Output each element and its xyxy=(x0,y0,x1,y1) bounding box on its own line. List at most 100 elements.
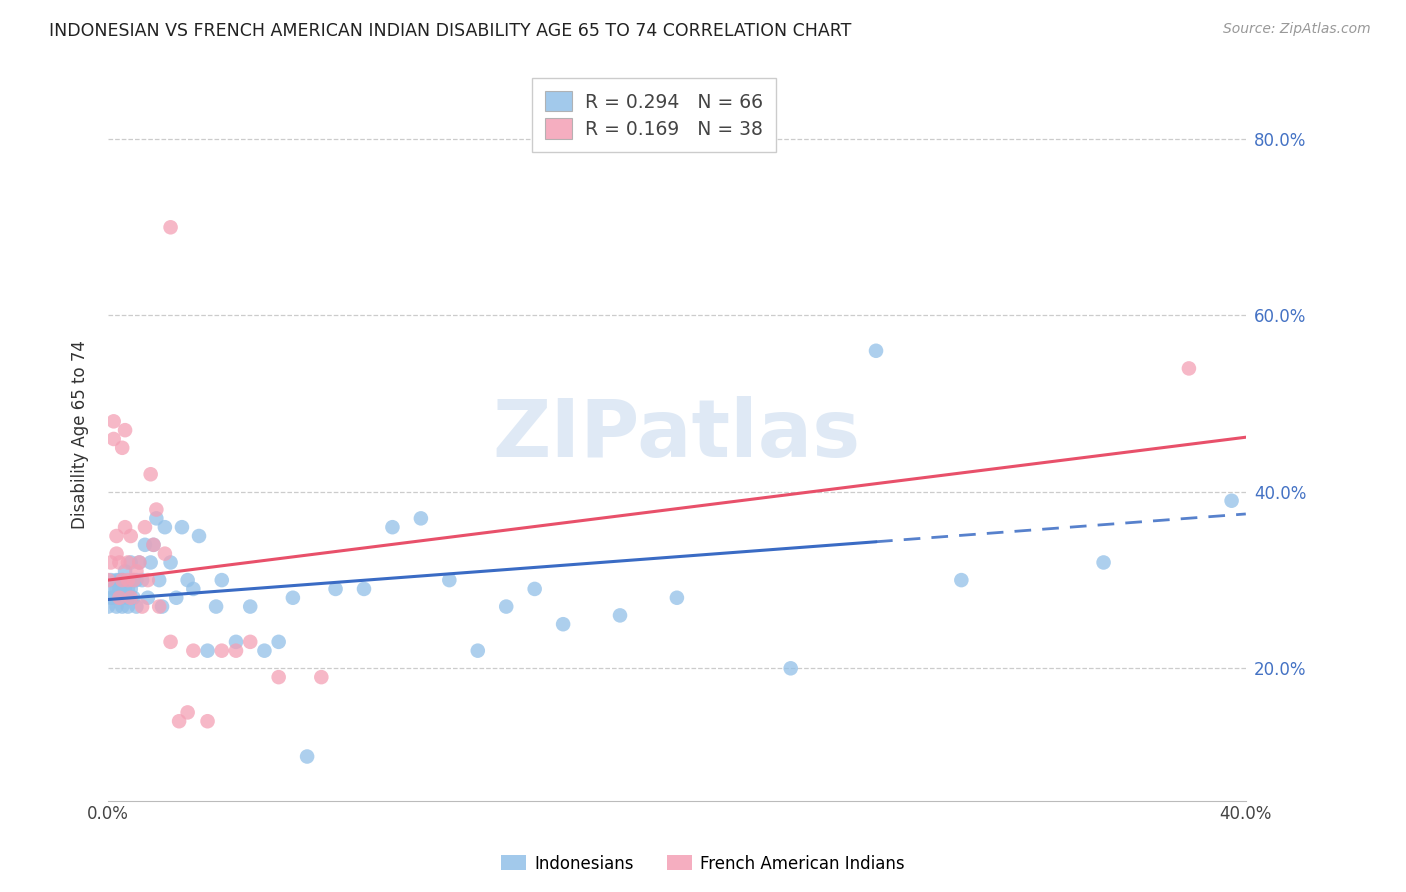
Point xyxy=(125,599,148,614)
Point xyxy=(142,538,165,552)
Point xyxy=(176,573,198,587)
Point xyxy=(295,749,318,764)
Point xyxy=(148,599,170,614)
Point xyxy=(311,670,333,684)
Point xyxy=(150,599,173,614)
Point xyxy=(1178,361,1201,376)
Point xyxy=(111,573,134,587)
Point xyxy=(108,591,131,605)
Point xyxy=(523,582,546,596)
Point xyxy=(665,591,688,605)
Point xyxy=(153,547,176,561)
Point xyxy=(139,467,162,482)
Point xyxy=(188,529,211,543)
Point xyxy=(108,556,131,570)
Point xyxy=(120,529,142,543)
Point xyxy=(103,591,125,605)
Point xyxy=(139,556,162,570)
Point xyxy=(100,591,122,605)
Point xyxy=(117,573,139,587)
Point xyxy=(467,643,489,657)
Point xyxy=(108,591,131,605)
Point xyxy=(136,591,159,605)
Point xyxy=(225,635,247,649)
Point xyxy=(114,520,136,534)
Point xyxy=(211,643,233,657)
Point xyxy=(103,432,125,446)
Point xyxy=(114,423,136,437)
Point xyxy=(325,582,347,596)
Point xyxy=(131,599,153,614)
Point xyxy=(176,706,198,720)
Point xyxy=(97,599,120,614)
Point xyxy=(111,441,134,455)
Point xyxy=(239,635,262,649)
Point xyxy=(267,670,290,684)
Text: Source: ZipAtlas.com: Source: ZipAtlas.com xyxy=(1223,22,1371,37)
Point xyxy=(145,502,167,516)
Point xyxy=(779,661,801,675)
Point xyxy=(117,556,139,570)
Point xyxy=(165,591,187,605)
Point xyxy=(281,591,304,605)
Point xyxy=(170,520,193,534)
Point xyxy=(159,556,181,570)
Point xyxy=(609,608,631,623)
Point xyxy=(148,573,170,587)
Point xyxy=(145,511,167,525)
Point xyxy=(495,599,517,614)
Point xyxy=(120,582,142,596)
Point xyxy=(103,414,125,428)
Point xyxy=(225,643,247,657)
Point xyxy=(97,573,120,587)
Point xyxy=(167,714,190,729)
Point xyxy=(353,582,375,596)
Point xyxy=(183,582,205,596)
Point xyxy=(253,643,276,657)
Point xyxy=(120,591,142,605)
Point xyxy=(409,511,432,525)
Point xyxy=(950,573,973,587)
Point xyxy=(134,520,156,534)
Point xyxy=(122,591,145,605)
Point xyxy=(136,573,159,587)
Point xyxy=(134,538,156,552)
Point xyxy=(105,573,128,587)
Point xyxy=(111,573,134,587)
Point xyxy=(103,582,125,596)
Point xyxy=(105,547,128,561)
Text: ZIPatlas: ZIPatlas xyxy=(492,395,860,474)
Point xyxy=(131,573,153,587)
Legend: Indonesians, French American Indians: Indonesians, French American Indians xyxy=(495,848,911,880)
Point xyxy=(128,556,150,570)
Text: INDONESIAN VS FRENCH AMERICAN INDIAN DISABILITY AGE 65 TO 74 CORRELATION CHART: INDONESIAN VS FRENCH AMERICAN INDIAN DIS… xyxy=(49,22,852,40)
Point xyxy=(1220,493,1243,508)
Point xyxy=(105,599,128,614)
Point xyxy=(381,520,404,534)
Point xyxy=(205,599,228,614)
Point xyxy=(553,617,575,632)
Point xyxy=(183,643,205,657)
Legend: R = 0.294   N = 66, R = 0.169   N = 38: R = 0.294 N = 66, R = 0.169 N = 38 xyxy=(533,78,776,152)
Point xyxy=(125,564,148,578)
Point xyxy=(117,599,139,614)
Point xyxy=(159,635,181,649)
Point xyxy=(865,343,887,358)
Point xyxy=(117,591,139,605)
Point xyxy=(114,582,136,596)
Point xyxy=(142,538,165,552)
Point xyxy=(100,556,122,570)
Point xyxy=(120,556,142,570)
Point xyxy=(122,573,145,587)
Point xyxy=(197,714,219,729)
Point xyxy=(1092,556,1115,570)
Point xyxy=(239,599,262,614)
Point xyxy=(105,529,128,543)
Y-axis label: Disability Age 65 to 74: Disability Age 65 to 74 xyxy=(72,340,89,529)
Point xyxy=(111,599,134,614)
Point xyxy=(111,591,134,605)
Point xyxy=(439,573,461,587)
Point xyxy=(117,582,139,596)
Point xyxy=(153,520,176,534)
Point xyxy=(100,573,122,587)
